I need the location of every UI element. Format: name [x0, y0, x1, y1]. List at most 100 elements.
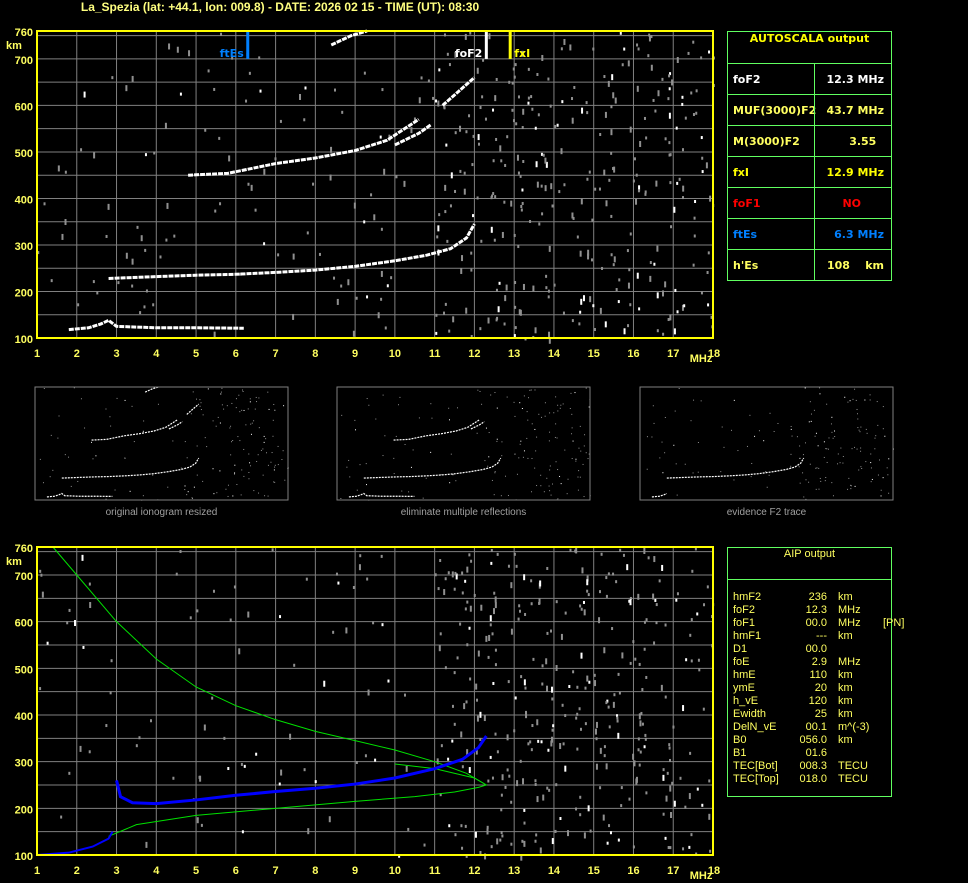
noise-dot: [613, 166, 616, 173]
noise-dot: [520, 208, 523, 212]
noise-dot: [611, 627, 614, 631]
x-tick-label: 18: [708, 348, 720, 360]
noise-dot: [594, 187, 597, 191]
noise-dot: [80, 148, 83, 152]
noise-dot: [608, 824, 611, 828]
noise-dot: [635, 173, 638, 177]
noise-dot: [534, 467, 536, 469]
noise-dot: [667, 97, 670, 101]
noise-dot: [547, 295, 550, 299]
noise-dot: [587, 253, 590, 260]
noise-dot: [616, 714, 619, 718]
noise-dot: [668, 112, 671, 119]
noise-dot: [437, 225, 440, 232]
noise-dot: [503, 322, 506, 326]
x-tick-label: 16: [627, 865, 639, 877]
noise-dot: [579, 310, 582, 314]
noise-dot: [265, 438, 267, 440]
noise-dot: [512, 119, 515, 123]
noise-dot: [537, 739, 540, 743]
noise-dot: [679, 776, 682, 780]
noise-dot: [629, 599, 632, 606]
param-value: NO: [842, 197, 884, 210]
x-tick-label: 15: [588, 865, 600, 877]
noise-dot: [373, 214, 376, 221]
noise-dot: [280, 769, 283, 776]
marker-label: ftEs: [220, 47, 245, 60]
noise-dot: [662, 332, 665, 336]
noise-dot: [546, 566, 549, 570]
noise-dot: [627, 282, 630, 289]
noise-dot: [484, 460, 486, 462]
noise-dot: [96, 291, 99, 295]
noise-dot: [536, 796, 539, 803]
noise-dot: [638, 662, 641, 666]
noise-dot: [557, 498, 559, 500]
noise-dot: [250, 465, 252, 467]
noise-dot: [432, 96, 435, 100]
noise-dot: [693, 234, 696, 238]
noise-dot: [381, 88, 384, 92]
noise-dot: [548, 440, 550, 442]
noise-dot: [484, 853, 487, 860]
param-cell: NO: [814, 188, 892, 219]
noise-dot: [605, 576, 608, 580]
noise-dot: [149, 719, 152, 723]
noise-dot: [701, 170, 704, 174]
noise-dot: [220, 393, 222, 395]
noise-dot: [212, 468, 214, 470]
noise-dot: [602, 814, 605, 821]
noise-dot: [266, 452, 268, 454]
param-value: 236: [808, 591, 827, 603]
noise-dot: [267, 464, 269, 466]
noise-dot: [304, 86, 307, 90]
noise-dot: [463, 703, 466, 710]
autoscala-title: AUTOSCALA output: [749, 32, 870, 45]
noise-dot: [192, 391, 194, 393]
noise-dot: [446, 52, 449, 56]
noise-dot: [603, 169, 606, 176]
noise-dot: [408, 491, 410, 493]
noise-dot: [655, 603, 658, 607]
noise-dot: [263, 168, 266, 175]
param-name: TEC[Top]: [733, 773, 779, 785]
param-unit: km: [838, 682, 853, 694]
noise-dot: [534, 779, 537, 783]
noise-dot: [610, 105, 613, 109]
noise-dot: [215, 425, 217, 427]
noise-dot: [550, 740, 553, 747]
noise-dot: [645, 675, 648, 679]
noise-dot: [95, 455, 97, 457]
noise-dot: [359, 464, 361, 466]
noise-dot: [443, 33, 446, 37]
noise-dot: [303, 118, 306, 122]
noise-dot: [267, 495, 269, 497]
param-cell: 6.3 MHz: [814, 219, 892, 250]
noise-dot: [398, 854, 401, 858]
noise-dot: [589, 829, 592, 833]
noise-dot: [527, 742, 530, 746]
noise-dot: [437, 100, 440, 107]
noise-dot: [107, 203, 110, 210]
noise-dot: [482, 58, 485, 62]
page-title: La_Spezia (lat: +44.1, lon: 009.8) - DAT…: [80, 0, 480, 14]
noise-dot: [496, 750, 499, 754]
noise-dot: [555, 600, 558, 604]
noise-dot: [643, 647, 646, 651]
param-name: MUF(3000)F2: [733, 104, 817, 117]
autoscala-row: M(3000)F2 3.55: [728, 125, 891, 157]
noise-dot: [206, 446, 208, 448]
noise-dot: [153, 151, 156, 155]
noise-dot: [395, 175, 398, 179]
noise-dot: [528, 397, 530, 399]
noise-dot: [468, 767, 471, 774]
noise-dot: [477, 650, 480, 657]
noise-dot: [664, 452, 666, 454]
noise-dot: [510, 200, 513, 207]
noise-dot: [549, 465, 551, 467]
trace-f2-2hop: [393, 419, 481, 441]
param-name: B1: [733, 747, 747, 759]
noise-dot: [124, 457, 126, 459]
noise-dot: [516, 473, 518, 475]
noise-dot: [187, 491, 189, 493]
